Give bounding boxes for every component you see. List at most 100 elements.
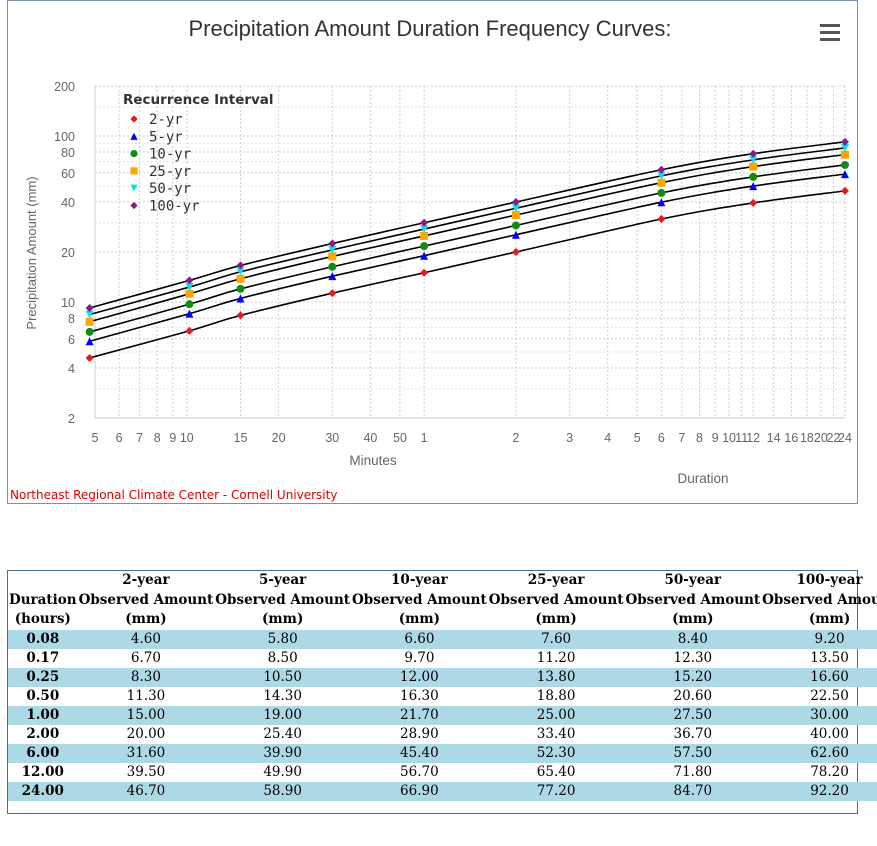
data-point-10-yr[interactable]	[657, 188, 666, 197]
x-tick-label-minutes: 5	[92, 431, 99, 445]
amount-cell: 8.50	[267, 649, 298, 666]
data-point-100-yr[interactable]	[420, 218, 429, 227]
data-point-50-yr[interactable]	[185, 283, 194, 292]
series-line-10-yr[interactable]	[89, 164, 846, 333]
legend-item-25-yr[interactable]: 25-yr	[149, 164, 191, 180]
data-point-2-yr[interactable]	[511, 248, 520, 256]
data-point-25-yr[interactable]	[420, 231, 429, 240]
data-point-5-yr[interactable]	[420, 251, 429, 260]
data-point-25-yr[interactable]	[85, 317, 94, 326]
data-point-50-yr[interactable]	[511, 204, 520, 213]
x-tick-label-hours: 14	[767, 431, 781, 445]
table-row: 1.00 15.00 19.00 21.70 25.00 27.50 30.00	[8, 705, 877, 725]
amount-cell: 8.30	[77, 667, 215, 687]
data-point-10-yr[interactable]	[749, 172, 758, 181]
data-point-5-yr[interactable]	[749, 182, 758, 191]
data-point-10-yr[interactable]	[328, 262, 337, 271]
data-point-2-yr[interactable]	[185, 326, 194, 335]
column-header-observed: Observed Amount	[352, 591, 487, 608]
duration-cell: 0.50	[26, 687, 60, 704]
data-point-10-yr[interactable]	[85, 327, 94, 336]
series-line-5-yr[interactable]	[89, 173, 846, 343]
data-point-50-yr[interactable]	[420, 225, 429, 234]
data-point-5-yr[interactable]	[185, 309, 194, 318]
data-point-50-yr[interactable]	[328, 245, 337, 254]
amount-cell: 8.40	[624, 629, 762, 649]
column-header-units: (mm)	[398, 611, 441, 627]
amount-cell: 40.00	[810, 725, 849, 742]
x-tick-label-minutes: 8	[154, 431, 161, 445]
amount-cell: 7.60	[487, 629, 625, 649]
column-header-period: 100-year	[796, 572, 863, 588]
legend-item-100-yr[interactable]: 100-yr	[149, 199, 200, 215]
amount-cell: 21.70	[351, 705, 488, 725]
amount-cell: 39.50	[126, 763, 166, 780]
data-point-10-yr[interactable]	[236, 284, 245, 293]
series-markers	[85, 137, 849, 362]
data-point-5-yr[interactable]	[511, 230, 520, 239]
series-line-25-yr[interactable]	[89, 153, 846, 323]
data-point-5-yr[interactable]	[85, 337, 94, 346]
data-point-2-yr[interactable]	[236, 311, 245, 320]
amount-cell: 10.50	[214, 667, 352, 687]
data-point-100-yr[interactable]	[657, 165, 666, 174]
data-point-2-yr[interactable]	[841, 186, 849, 195]
data-point-100-yr[interactable]	[236, 261, 245, 270]
data-point-50-yr[interactable]	[236, 267, 245, 276]
y-tick-label: 8	[68, 312, 75, 326]
data-point-100-yr[interactable]	[185, 276, 194, 285]
y-tick-label: 40	[61, 196, 75, 210]
legend-symbol-50-yr	[130, 184, 138, 192]
column-header-observed: Observed Amount	[488, 591, 624, 608]
data-point-25-yr[interactable]	[841, 150, 849, 159]
data-point-2-yr[interactable]	[420, 268, 429, 277]
x-tick-label-minutes: 9	[169, 431, 176, 445]
data-point-10-yr[interactable]	[185, 300, 194, 309]
data-point-50-yr[interactable]	[841, 143, 849, 152]
data-point-10-yr[interactable]	[841, 160, 849, 169]
header-row-units: (hours) (mm) (mm) (mm) (mm) (mm) (mm)	[8, 610, 877, 630]
column-header-period: 10-year	[391, 572, 448, 588]
data-point-50-yr[interactable]	[657, 171, 666, 180]
data-point-50-yr[interactable]	[749, 155, 758, 164]
data-point-25-yr[interactable]	[236, 274, 245, 283]
series-line-2-yr[interactable]	[89, 190, 846, 359]
data-point-2-yr[interactable]	[328, 289, 337, 298]
legend-item-2-yr[interactable]: 2-yr	[149, 112, 183, 128]
hamburger-menu-icon[interactable]	[820, 24, 840, 41]
data-point-25-yr[interactable]	[328, 252, 337, 261]
legend-item-5-yr[interactable]: 5-yr	[149, 129, 183, 145]
amount-cell: 5.80	[214, 629, 352, 649]
data-point-2-yr[interactable]	[657, 215, 666, 224]
data-point-100-yr[interactable]	[749, 149, 758, 158]
series-line-50-yr[interactable]	[89, 147, 846, 316]
data-point-25-yr[interactable]	[185, 289, 194, 298]
data-point-5-yr[interactable]	[657, 198, 666, 207]
data-point-100-yr[interactable]	[85, 303, 94, 312]
x-tick-label-hours: 16	[784, 431, 798, 445]
x-tick-label-minutes: 15	[234, 431, 248, 445]
data-point-10-yr[interactable]	[420, 242, 429, 251]
data-point-5-yr[interactable]	[328, 272, 337, 281]
data-point-25-yr[interactable]	[511, 211, 520, 220]
data-point-25-yr[interactable]	[657, 178, 666, 187]
data-point-5-yr[interactable]	[236, 294, 245, 303]
data-point-2-yr[interactable]	[749, 198, 758, 207]
data-point-10-yr[interactable]	[511, 221, 520, 230]
legend-item-50-yr[interactable]: 50-yr	[149, 181, 191, 197]
x-tick-label-hours: 24	[838, 431, 852, 445]
x-tick-label-minutes: 7	[136, 431, 143, 445]
data-point-25-yr[interactable]	[749, 162, 758, 171]
duration-cell: 0.17	[26, 649, 60, 666]
series-line-100-yr[interactable]	[89, 141, 846, 309]
header-row-observed: Duration Observed Amount Observed Amount Ob…	[8, 591, 877, 611]
data-point-100-yr[interactable]	[841, 137, 849, 146]
legend-item-10-yr[interactable]: 10-yr	[149, 147, 191, 163]
data-point-50-yr[interactable]	[85, 310, 94, 319]
data-point-5-yr[interactable]	[841, 170, 849, 179]
amount-cell: 36.70	[673, 725, 713, 742]
data-point-100-yr[interactable]	[328, 239, 337, 248]
chart-credit[interactable]: Northeast Regional Climate Center - Corn…	[10, 488, 337, 502]
data-point-2-yr[interactable]	[85, 353, 94, 362]
